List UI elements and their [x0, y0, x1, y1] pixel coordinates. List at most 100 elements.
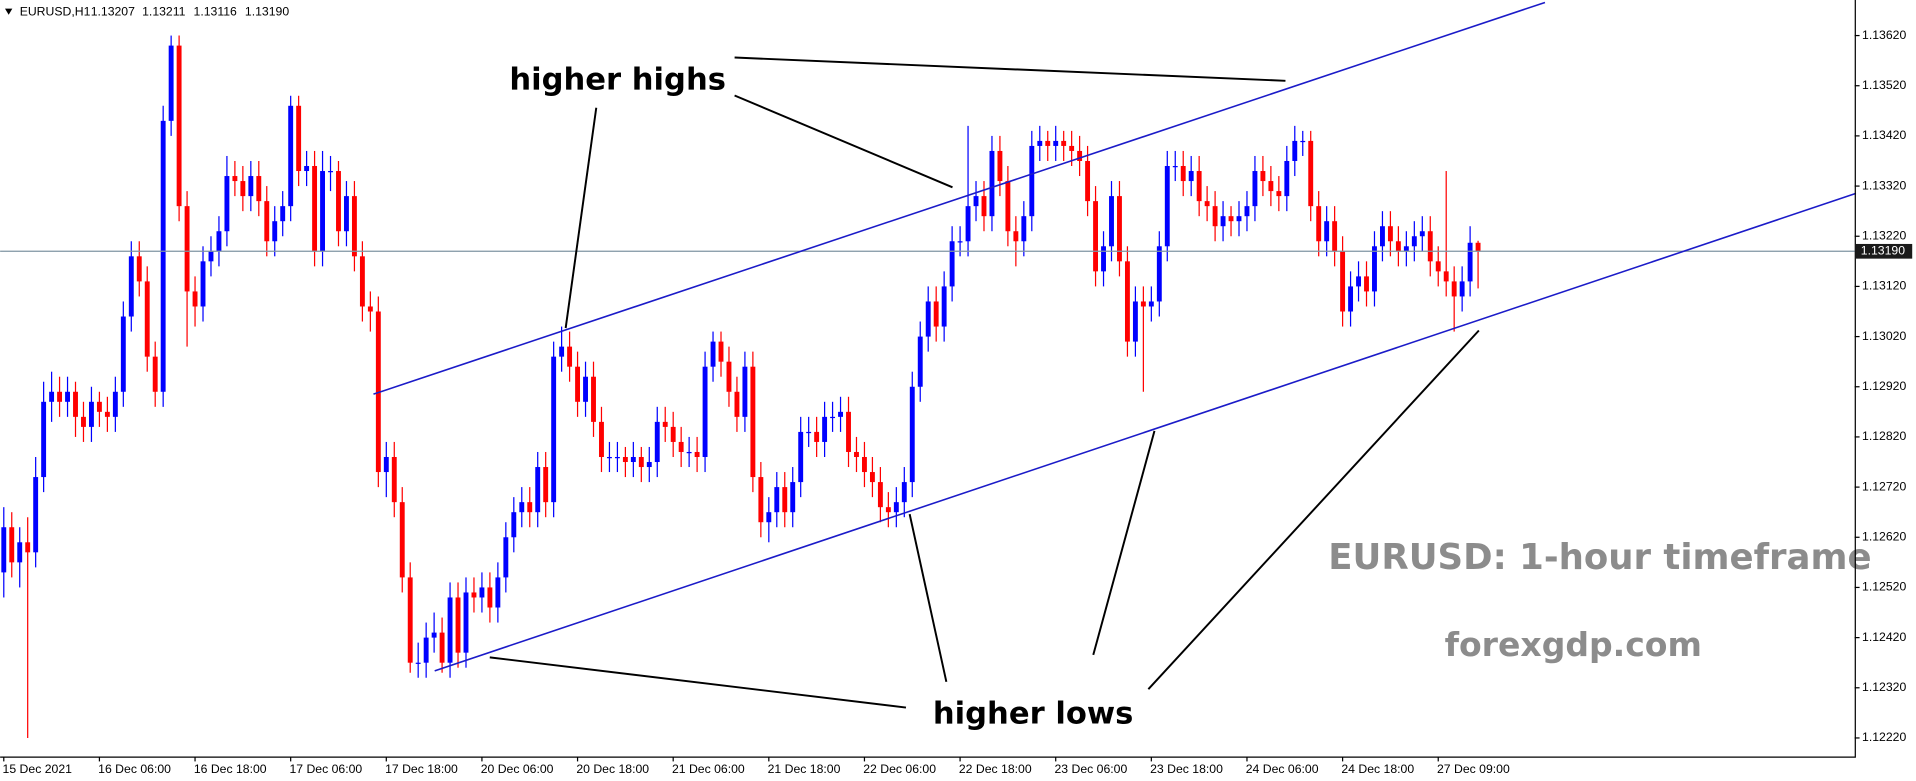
candle-body — [1140, 301, 1146, 307]
candle-body — [519, 502, 525, 513]
candle-body — [933, 301, 939, 327]
candle-body — [17, 542, 23, 563]
candle-body — [567, 346, 573, 367]
candle-body — [869, 472, 875, 483]
candle-body — [981, 196, 987, 217]
candle-body — [877, 482, 883, 508]
candle-body — [606, 456, 612, 459]
x-tick-label: 21 Dec 18:00 — [768, 762, 841, 776]
candle-body — [1013, 231, 1019, 242]
candle-body — [479, 587, 485, 598]
candle-body — [718, 341, 724, 362]
candle-body — [1475, 242, 1481, 252]
candle-body — [591, 376, 596, 422]
candle-body — [814, 431, 820, 442]
pointer-line — [1092, 430, 1156, 656]
candle-body — [678, 441, 684, 452]
candle-body — [575, 366, 581, 402]
candle-body — [1021, 216, 1027, 242]
candle-body — [686, 451, 692, 454]
candle-body — [81, 416, 86, 427]
candle-body — [120, 316, 126, 392]
candle-body — [184, 206, 190, 292]
candle-body — [790, 482, 796, 513]
candle-body — [176, 45, 182, 207]
y-tick-label: 1.12220 — [1862, 730, 1906, 744]
candle-body — [463, 592, 469, 653]
candle-body — [1037, 140, 1043, 146]
candle-body — [1268, 181, 1274, 192]
candle-body — [359, 256, 365, 307]
candle-body — [256, 176, 262, 202]
candle-body — [1459, 281, 1465, 297]
candle-body — [1300, 140, 1306, 143]
candle-body — [846, 411, 851, 452]
candle-body — [885, 507, 891, 513]
y-tick-label: 1.13120 — [1862, 279, 1906, 293]
candle-body — [583, 376, 588, 402]
candle-body — [925, 301, 931, 337]
annotation-arrows — [489, 56, 1480, 709]
x-tick-label: 24 Dec 18:00 — [1341, 762, 1414, 776]
candle-body — [1403, 246, 1409, 252]
candle-body — [1236, 216, 1242, 222]
candle-body — [200, 261, 206, 307]
candle-body — [1356, 276, 1361, 287]
candle-body — [941, 286, 947, 327]
pointer-line — [734, 56, 1286, 82]
x-tick-label: 21 Dec 06:00 — [672, 762, 745, 776]
ohlc-label: 1.13116 — [194, 4, 238, 18]
candle-body — [1260, 171, 1266, 182]
candle-body — [104, 411, 110, 417]
candle-body — [1204, 201, 1210, 207]
candle-body — [599, 421, 604, 457]
candle-body — [646, 462, 652, 468]
candle-body — [407, 577, 413, 663]
candle-body — [1093, 201, 1099, 272]
lower-channel-line — [434, 192, 1857, 672]
candle-body — [336, 171, 341, 232]
candle-body — [41, 401, 47, 478]
candle-body — [997, 150, 1003, 182]
candle-body — [1109, 196, 1114, 247]
candle-body — [128, 256, 134, 317]
candle-body — [806, 431, 812, 434]
ohlc-label: 1.13190 — [245, 4, 289, 18]
candle-body — [750, 366, 756, 478]
candle-body — [168, 45, 174, 121]
x-tick-label: 22 Dec 06:00 — [863, 762, 936, 776]
candle-body — [838, 411, 843, 417]
candle-body — [312, 166, 318, 252]
candle-body — [1148, 301, 1154, 307]
candle-body — [495, 577, 501, 608]
candle-body — [1332, 221, 1338, 252]
candle-body — [1188, 171, 1194, 182]
pointer-line — [908, 513, 948, 683]
y-tick-label: 1.13220 — [1862, 228, 1906, 242]
x-tick-label: 16 Dec 18:00 — [194, 762, 267, 776]
candle-body — [65, 391, 70, 402]
candle-body — [1340, 251, 1346, 312]
annotation: higher lows — [933, 696, 1133, 731]
candle-body — [758, 477, 764, 523]
y-tick-label: 1.12620 — [1862, 530, 1906, 544]
candle-body — [622, 456, 628, 463]
x-tick-label: 15 Dec 2021 — [3, 762, 73, 776]
candle-body — [1101, 246, 1106, 272]
candle-body — [367, 306, 373, 312]
x-tick-label: 16 Dec 06:00 — [98, 762, 171, 776]
x-tick-label: 22 Dec 18:00 — [959, 762, 1032, 776]
pointer-line — [1147, 329, 1480, 690]
pointer-line — [564, 107, 598, 329]
candle-body — [1132, 301, 1138, 342]
annotation: forexgdp.com — [1445, 625, 1702, 664]
candle-body — [88, 401, 94, 427]
candle-body — [160, 120, 166, 392]
candle-body — [112, 391, 118, 417]
candle-body — [423, 637, 429, 663]
candle-body — [1372, 246, 1377, 292]
candle-body — [726, 361, 732, 392]
candle-body — [551, 356, 557, 503]
candle-body — [1252, 171, 1258, 207]
candle-body — [862, 456, 867, 473]
